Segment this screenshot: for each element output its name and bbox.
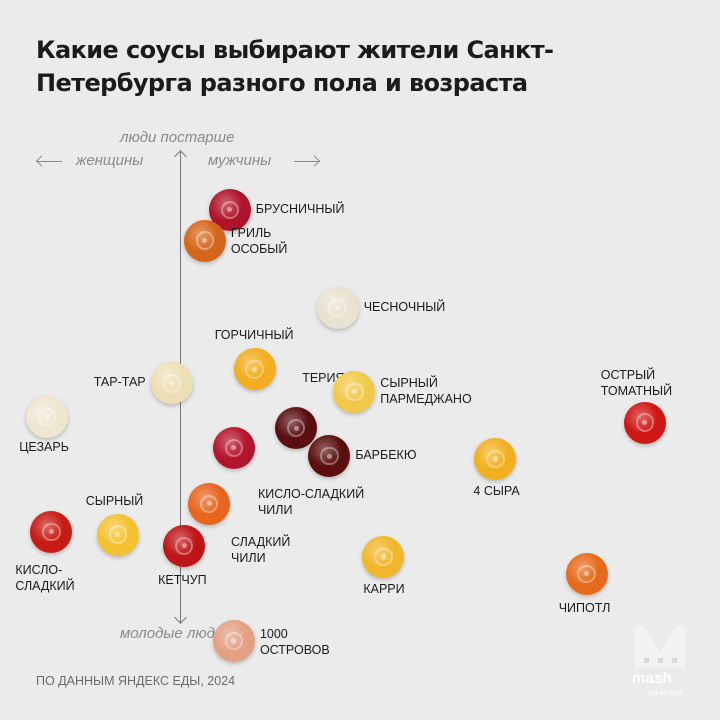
sauce-point-6: [308, 435, 351, 478]
sauce-label-12: КИСЛО- СЛАДКИЙ: [15, 562, 75, 593]
sauce-point-17: [623, 401, 666, 444]
axis-label-right: мужчины: [208, 152, 272, 169]
sauce-point-7: [150, 362, 193, 405]
sauce-point-13: [163, 524, 206, 567]
sauce-point-18: [565, 552, 608, 595]
sauce-label-3: ГОРЧИЧНЫЙ: [214, 328, 294, 343]
sauce-point-16: [474, 438, 517, 480]
sauce-point-9: [212, 426, 255, 469]
sauce-label-13: КЕТЧУП: [158, 572, 207, 587]
left-arrow-icon: [36, 161, 62, 162]
sauce-label-0: БРУСНИЧНЫЙ: [255, 201, 345, 216]
sauce-label-2: ЧЕСНОЧНЫЙ: [363, 299, 446, 314]
right-arrow-icon: [294, 161, 320, 162]
sauce-point-5: [333, 370, 376, 413]
chart-title: Какие соусы выбирают жители Санкт-Петерб…: [36, 36, 554, 97]
sauce-point-15: [212, 620, 255, 662]
sauce-point-14: [362, 536, 405, 578]
sauce-point-3: [233, 348, 276, 391]
sauce-point-11: [96, 513, 139, 556]
source-note: ПО ДАННЫМ ЯНДЕКС ЕДЫ, 2024: [36, 674, 236, 688]
sauce-label-14: КАРРИ: [363, 582, 405, 596]
sauce-point-8: [26, 396, 69, 438]
sauce-label-5: СЫРНЫЙ ПАРМЕДЖАНО: [380, 375, 472, 406]
sauce-label-18: ЧИПОТЛ: [558, 600, 611, 615]
axis-label-bottom: молодые люди: [120, 625, 224, 642]
sauce-label-6: БАРБЕКЮ: [355, 448, 417, 463]
axis-label-left: женщины: [76, 152, 144, 169]
sauce-point-4: [275, 407, 318, 450]
sauce-label-1: ГРИЛЬ ОСОБЫЙ: [230, 225, 288, 256]
sauce-label-17: ОСТРЫЙ ТОМАТНЫЙ: [600, 367, 673, 398]
axis-label-top: люди постарше: [120, 129, 235, 146]
sauce-label-9: КИСЛО-СЛАДКИЙ ЧИЛИ: [257, 486, 365, 517]
sauce-label-7: ТАР-ТАР: [93, 375, 146, 390]
sauce-point-12: [30, 510, 73, 553]
sauce-point-1: [183, 219, 226, 262]
sauce-label-16: 4 СЫРА: [473, 484, 520, 498]
logo-subtext: на мойке: [649, 688, 683, 697]
mash-logo: [634, 626, 686, 668]
logo-text: mash: [632, 670, 672, 687]
sauce-label-8: ЦЕЗАРЬ: [19, 440, 69, 454]
sauce-point-2: [316, 286, 359, 329]
sauce-point-10: [188, 482, 231, 525]
sauce-label-10: СЛАДКИЙ ЧИЛИ: [231, 534, 291, 565]
sauce-label-15: 1000 ОСТРОВОВ: [259, 627, 330, 657]
sauce-label-11: СЫРНЫЙ: [85, 493, 144, 508]
